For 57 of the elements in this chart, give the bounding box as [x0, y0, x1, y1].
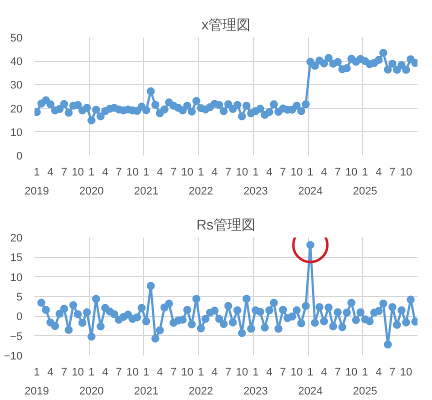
x-tick-label: 7 — [389, 166, 396, 178]
x-tick-label: 10 — [126, 366, 139, 378]
y-tick-label: 15 — [10, 252, 23, 264]
y-tick-label: 20 — [10, 103, 23, 116]
x-tick-label: 7 — [61, 366, 68, 378]
x-tick-label: 4 — [156, 166, 163, 178]
x-tick-label: 4 — [47, 366, 54, 378]
x-tick-label: 10 — [181, 166, 194, 178]
x-tick-label: 4 — [102, 366, 108, 378]
y-tick-label: 0 — [16, 311, 23, 324]
x-tick-label: 7 — [116, 366, 122, 378]
x-tick-label: 4 — [47, 166, 54, 178]
y-tick-label: −10 — [4, 350, 23, 362]
x-tick-label: 4 — [376, 166, 382, 178]
y-tick-label: 0 — [16, 150, 23, 162]
x-tick-label: 4 — [320, 366, 328, 378]
x-tick-label: 4 — [266, 366, 272, 378]
x-tick-label: 7 — [280, 166, 286, 178]
x-tick-label: 7 — [334, 366, 341, 378]
x-tick-label: 4 — [156, 366, 163, 378]
x-tick-label: 4 — [212, 166, 218, 178]
x-tick-label: 10 — [72, 366, 84, 378]
x-tick-label: 10 — [72, 166, 84, 178]
y-tick-label: 10 — [10, 126, 23, 139]
y-tick-label: 5 — [16, 292, 23, 304]
x-tick-label: 7 — [61, 166, 68, 178]
x-tick-label: 10 — [345, 366, 358, 378]
chart-title: Rs管理図 — [196, 216, 256, 232]
y-tick-label: 10 — [10, 272, 23, 284]
x-tick-label: 7 — [170, 166, 177, 178]
x-tick-label: 10 — [236, 166, 248, 178]
y-tick-label: 50 — [10, 32, 23, 44]
x-tick-label: 7 — [225, 366, 232, 378]
x-tick-label: 10 — [400, 366, 412, 378]
x-tick-label: 7 — [334, 166, 341, 178]
x-tick-label: 7 — [225, 166, 232, 178]
x-tick-label: 4 — [376, 366, 382, 378]
x-tick-label: 4 — [266, 166, 272, 178]
y-tick-label: 40 — [10, 56, 23, 68]
chart-title: x管理図 — [202, 16, 250, 32]
x-tick-label: 7 — [389, 366, 396, 378]
x-tick-label: 4 — [212, 366, 218, 378]
x-tick-label: 7 — [280, 366, 286, 378]
y-tick-label: −5 — [10, 330, 23, 343]
x-tick-label: 10 — [290, 366, 303, 378]
x-tick-label: 10 — [400, 166, 412, 178]
y-tick-label: 20 — [10, 232, 23, 244]
x-tick-label: 10 — [290, 166, 303, 178]
y-tick-label: 30 — [10, 80, 23, 92]
x-tick-label: 7 — [116, 166, 122, 178]
x-tick-label: 10 — [181, 366, 194, 378]
x-tick-label: 7 — [170, 366, 177, 378]
x-tick-label: 10 — [126, 166, 139, 178]
x-tick-label: 10 — [345, 166, 358, 178]
x-tick-label: 10 — [236, 366, 248, 378]
x-tick-label: 4 — [320, 166, 328, 178]
x-tick-label: 4 — [102, 166, 108, 178]
